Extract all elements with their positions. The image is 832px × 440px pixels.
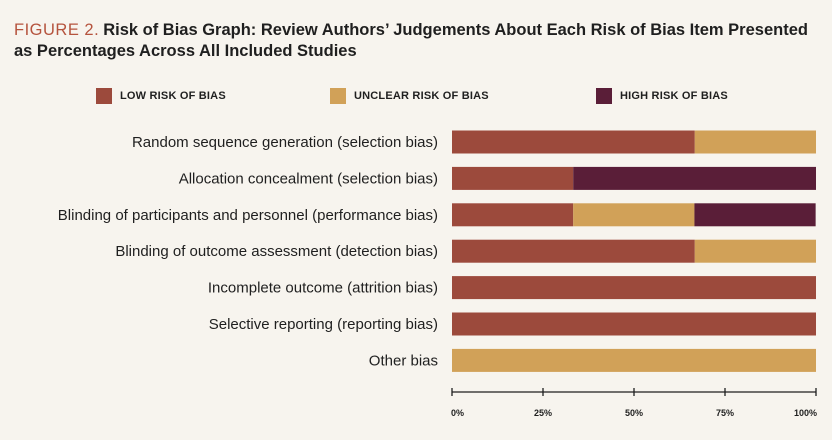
category-label: Blinding of participants and personnel (…	[58, 207, 438, 224]
legend-item-unclear: UNCLEAR RISK OF BIAS	[330, 87, 489, 105]
figure-label: FIGURE 2.	[14, 21, 100, 39]
legend-item-low: LOW RISK OF BIAS	[96, 87, 226, 105]
figure-title-text: Risk of Bias Graph: Review Authors’ Judg…	[14, 21, 808, 60]
legend-item-high: HIGH RISK OF BIAS	[596, 87, 728, 105]
legend-swatch-unclear	[330, 88, 346, 104]
bar-segment-low	[452, 312, 816, 336]
x-tick-label: 100%	[794, 408, 817, 418]
category-label: Blinding of outcome assessment (detectio…	[115, 243, 438, 260]
bar-segment-unclear	[694, 130, 816, 154]
legend-label-low: LOW RISK OF BIAS	[120, 90, 226, 102]
bar-segment-unclear	[694, 239, 816, 263]
legend-label-high: HIGH RISK OF BIAS	[620, 90, 728, 102]
category-label: Other bias	[369, 352, 438, 369]
category-label: Selective reporting (reporting bias)	[209, 316, 438, 333]
x-tick-label: 25%	[534, 408, 552, 418]
bar-segment-low	[452, 166, 574, 190]
legend-swatch-low	[96, 88, 112, 104]
category-label: Random sequence generation (selection bi…	[132, 134, 438, 151]
x-tick-label: 0%	[451, 408, 464, 418]
bar-segment-unclear	[452, 348, 816, 372]
bar-segment-unclear	[573, 203, 695, 227]
bar-segment-low	[452, 276, 816, 300]
bar-segment-low	[452, 203, 574, 227]
legend-label-unclear: UNCLEAR RISK OF BIAS	[354, 90, 489, 102]
bar-segment-high	[694, 203, 816, 227]
category-label: Incomplete outcome (attrition bias)	[208, 280, 438, 297]
bar-segment-high	[573, 166, 816, 190]
category-label: Allocation concealment (selection bias)	[179, 170, 438, 187]
x-tick-label: 75%	[716, 408, 734, 418]
legend-swatch-high	[596, 88, 612, 104]
figure-title: FIGURE 2. Risk of Bias Graph: Review Auth…	[14, 20, 814, 62]
x-tick-label: 50%	[625, 408, 643, 418]
bar-segment-low	[452, 130, 695, 154]
bar-segment-low	[452, 239, 695, 263]
